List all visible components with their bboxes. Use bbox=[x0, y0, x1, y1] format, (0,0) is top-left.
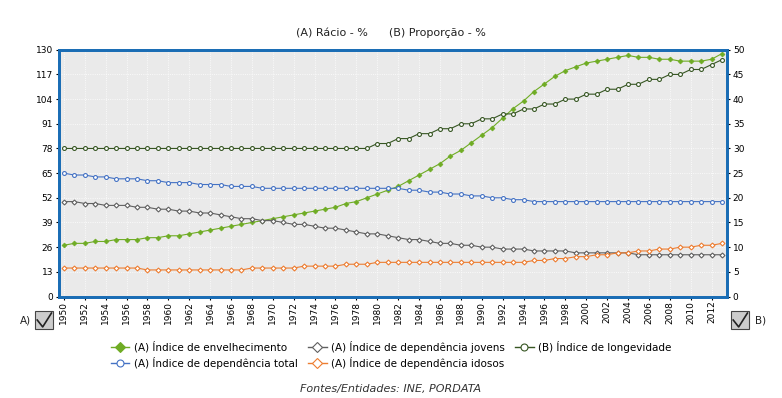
Bar bbox=[731, 311, 748, 329]
Text: B): B) bbox=[755, 315, 766, 326]
Legend: (A) Índice de envelhecimento, (A) Índice de dependência total, (A) Índice de dep: (A) Índice de envelhecimento, (A) Índice… bbox=[110, 341, 672, 369]
Text: Fontes/Entidades: INE, PORDATA: Fontes/Entidades: INE, PORDATA bbox=[300, 384, 482, 394]
Text: (A) Rácio - %      (B) Proporção - %: (A) Rácio - % (B) Proporção - % bbox=[296, 27, 486, 38]
Text: A): A) bbox=[20, 315, 30, 326]
Bar bbox=[35, 311, 52, 329]
